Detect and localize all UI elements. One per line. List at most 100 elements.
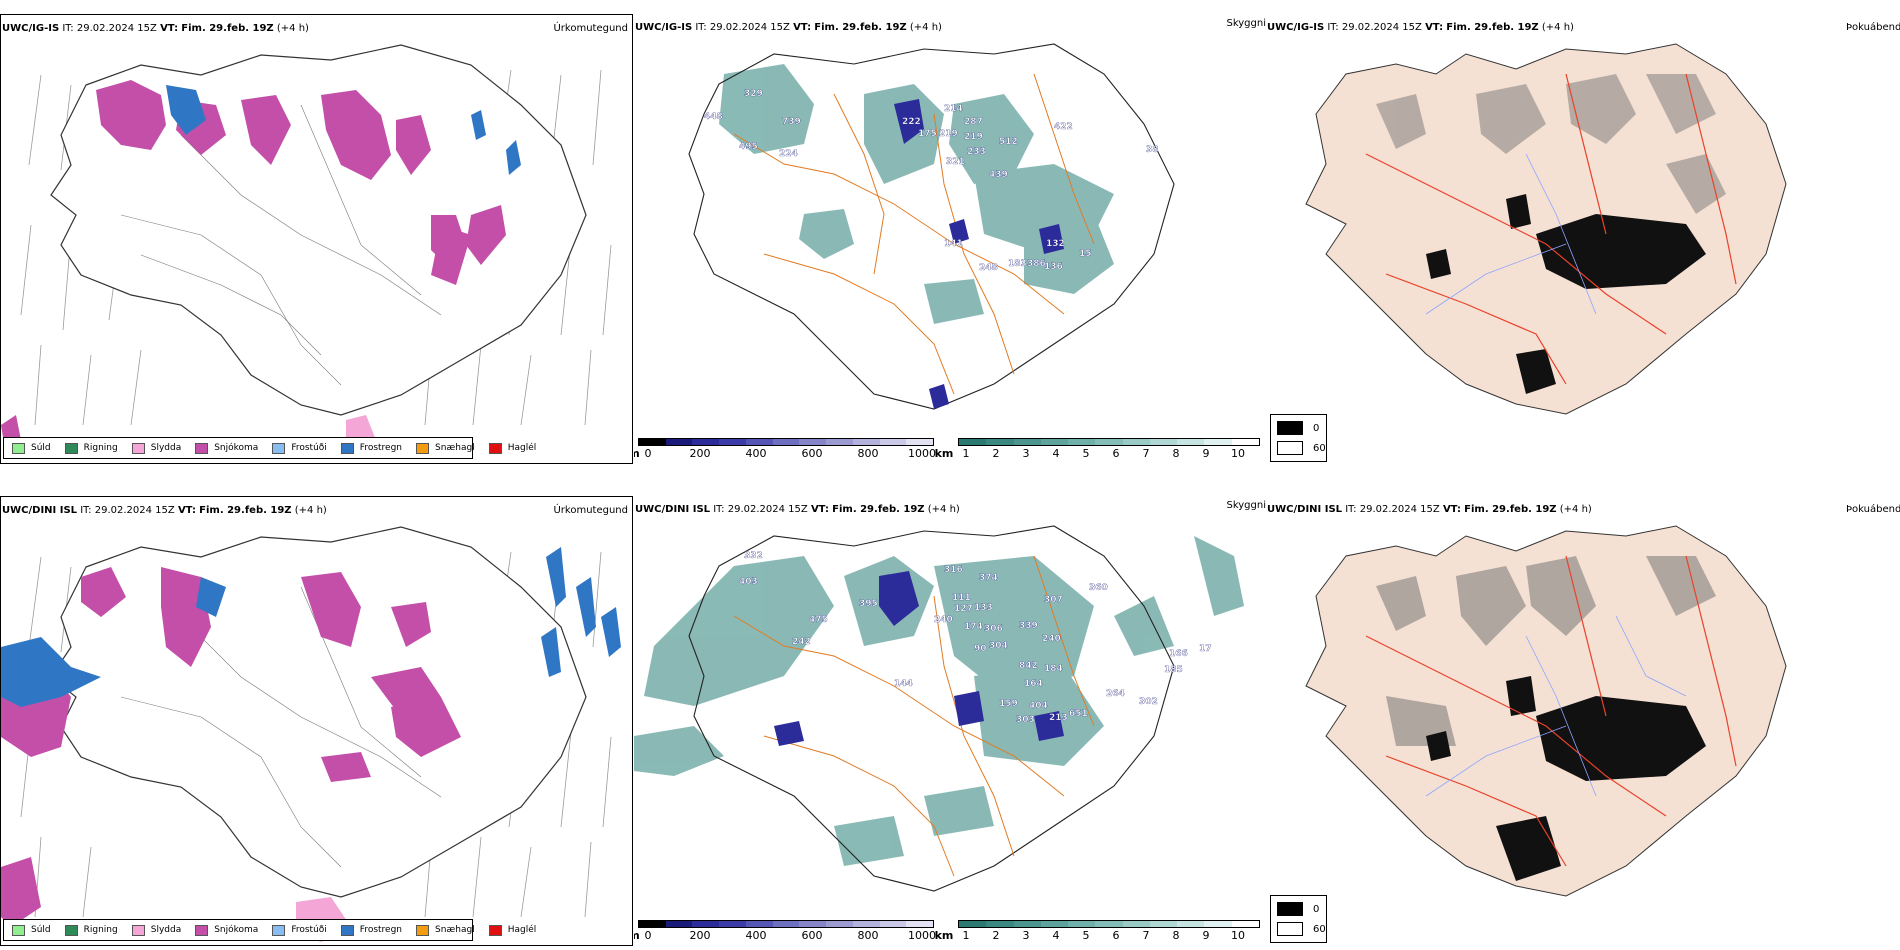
vis-label: 339 <box>1019 621 1038 631</box>
vis-label: 184 <box>1044 664 1063 674</box>
vis-label: 248 <box>979 263 998 273</box>
precip-map <box>1 526 621 942</box>
fog-legend-row1: 0 60 <box>1270 414 1327 462</box>
vis-label: 219 <box>964 132 983 142</box>
vis-label: 144 <box>894 679 913 689</box>
vis-label: 141 <box>944 239 963 249</box>
vis-label: 303 <box>1016 715 1035 725</box>
vis-label: 111 <box>952 593 971 603</box>
vis-label: 360 <box>1089 583 1108 593</box>
vis-label: 90 <box>974 644 987 654</box>
vis-label: 495 <box>739 142 758 152</box>
vis-label: 475 <box>809 615 828 625</box>
vis-label: 222 <box>902 117 921 127</box>
panel-title: Skyggni <box>1226 18 1266 29</box>
legend-item-sudl: Súld <box>12 442 51 454</box>
visibility-map: 329 448 739 495 224 222 175 219 214 287 … <box>688 43 1175 410</box>
visibility-panel-row2: UWC/DINI ISL IT: 29.02.2024 15Z VT: Fim.… <box>634 496 1266 946</box>
vis-label: 240 <box>1042 634 1061 644</box>
vis-label: 395 <box>859 599 878 609</box>
vis-label: 213 <box>1049 713 1068 723</box>
legend-item-sudl: Súld <box>12 924 51 936</box>
vis-label: 374 <box>979 573 998 583</box>
visibility-map: 332 403 475 242 395 316 374 111 240 127 … <box>634 525 1244 892</box>
fog-map <box>1305 43 1787 415</box>
vis-label: 133 <box>974 603 993 613</box>
vis-label: 321 <box>946 157 965 167</box>
vis-label: 842 <box>1019 661 1038 671</box>
legend-item-rigning: Rigning <box>64 442 118 454</box>
vis-label: 219 <box>939 129 958 139</box>
vis-label: 233 <box>967 147 986 157</box>
panel-header: UWC/IG-IS IT: 29.02.2024 15Z VT: Fim. 29… <box>2 23 309 34</box>
vis-label: 403 <box>739 577 758 587</box>
precip-type-panel-row2: UWC/DINI ISL IT: 29.02.2024 15Z VT: Fim.… <box>0 496 633 946</box>
vis-label: 304 <box>989 641 1008 651</box>
vis-label: 159 <box>999 699 1018 709</box>
legend-item-frostudi: Frostúði <box>272 442 327 454</box>
vis-label: 422 <box>1054 122 1073 132</box>
vis-label: 651 <box>1069 709 1088 719</box>
legend-item-snjokoma: Snjókoma <box>195 442 258 454</box>
legend-item-frostregn: Frostregn <box>340 924 402 936</box>
vis-label: 264 <box>1106 689 1125 699</box>
legend-item-snaehagl: Snæhagl <box>416 924 475 936</box>
vis-label: 307 <box>1044 595 1063 605</box>
vis-label: 38 <box>1146 145 1159 155</box>
legend-item-slydda: Slydda <box>131 924 181 936</box>
vis-label: 512 <box>999 137 1018 147</box>
panel-header: UWC/DINI ISL IT: 29.02.2024 15Z VT: Fim.… <box>2 505 327 516</box>
panel-header: UWC/IG-IS IT: 29.02.2024 15Z VT: Fim. 29… <box>1267 22 1574 33</box>
vis-label: 214 <box>944 104 963 114</box>
legend-item-frostregn: Frostregn <box>340 442 402 454</box>
vis-label: 164 <box>1024 679 1043 689</box>
fog-indicator-panel-row2: UWC/DINI ISL IT: 29.02.2024 15Z VT: Fim.… <box>1266 496 1900 946</box>
precip-type-panel-row1: UWC/IG-IS IT: 29.02.2024 15Z VT: Fim. 29… <box>0 14 633 464</box>
panel-title: Úrkomutegund <box>553 505 628 516</box>
vis-label: 448 <box>704 112 723 122</box>
vis-label: 439 <box>989 170 1008 180</box>
legend-item-rigning: Rigning <box>64 924 118 936</box>
fog-indicator-panel-row1: UWC/IG-IS IT: 29.02.2024 15Z VT: Fim. 29… <box>1266 14 1900 464</box>
height-colorbar: m 0 200 400 600 800 1000 <box>634 920 936 942</box>
vis-label: 132 <box>1046 239 1065 249</box>
vis-label: 306 <box>984 624 1003 634</box>
precip-type-legend: Súld Rigning Slydda Snjókoma Frostúði Fr… <box>3 437 536 459</box>
precip-map <box>1 44 612 455</box>
fog-map <box>1305 525 1787 897</box>
legend-item-slydda: Slydda <box>131 442 181 454</box>
legend-item-snjokoma: Snjókoma <box>195 924 258 936</box>
panel-title: Þokuábendi <box>1846 22 1900 33</box>
vis-label: 15 <box>1079 249 1092 259</box>
legend-item-haglel: Haglél <box>488 924 536 936</box>
vis-label: 136 <box>1044 262 1063 272</box>
vis-label: 404 <box>1029 701 1048 711</box>
vis-label: 17 <box>1199 644 1212 654</box>
vis-label: 316 <box>944 565 963 575</box>
vis-label: 242 <box>792 637 811 647</box>
panel-header: UWC/IG-IS IT: 29.02.2024 15Z VT: Fim. 29… <box>635 22 942 33</box>
vis-label: 329 <box>744 89 763 99</box>
height-colorbar: m 0 200 400 600 800 1000 <box>634 438 936 460</box>
vis-label: 166 <box>1169 649 1188 659</box>
vis-label: 224 <box>779 149 798 159</box>
vis-label: 739 <box>782 117 801 127</box>
vis-label: 386 <box>1027 259 1046 269</box>
fog-legend-row2: 0 60 <box>1270 895 1327 943</box>
vis-label: 287 <box>964 117 983 127</box>
vis-label: 240 <box>934 615 953 625</box>
precip-type-legend: Súld Rigning Slydda Snjókoma Frostúði Fr… <box>3 919 536 941</box>
vis-label: 185 <box>1164 665 1183 675</box>
vis-label: 174 <box>964 622 983 632</box>
panel-header: UWC/DINI ISL IT: 29.02.2024 15Z VT: Fim.… <box>635 504 960 515</box>
visibility-colorbar: km 1 2 3 4 5 6 7 8 9 10 <box>935 920 1260 942</box>
legend-item-haglel: Haglél <box>488 442 536 454</box>
legend-item-frostudi: Frostúði <box>272 924 327 936</box>
panel-header: UWC/DINI ISL IT: 29.02.2024 15Z VT: Fim.… <box>1267 504 1592 515</box>
vis-label: 302 <box>1139 697 1158 707</box>
panel-title: Þokuábendi <box>1846 504 1900 515</box>
visibility-colorbar: km 1 2 3 4 5 6 7 8 9 10 <box>935 438 1260 460</box>
panel-title: Úrkomutegund <box>553 23 628 34</box>
vis-label: 183 <box>1008 259 1027 269</box>
visibility-panel-row1: UWC/IG-IS IT: 29.02.2024 15Z VT: Fim. 29… <box>634 14 1266 464</box>
